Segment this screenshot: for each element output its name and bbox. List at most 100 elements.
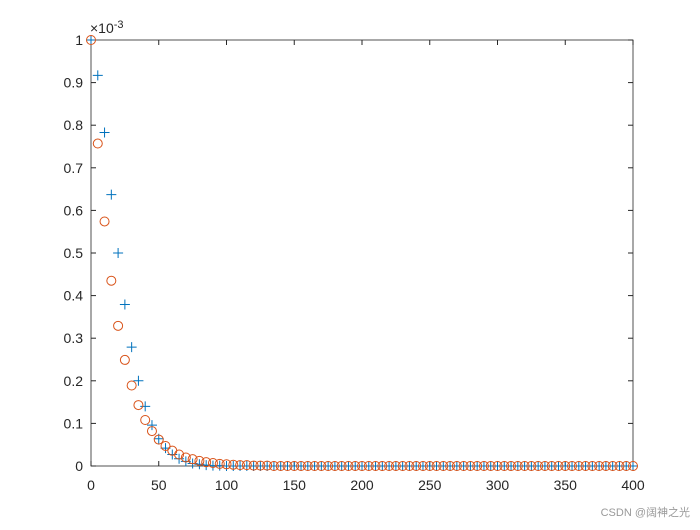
y-tick-label: 0.9 (64, 75, 84, 91)
circle-marker (621, 461, 632, 471)
y-tick-label: 1 (75, 32, 83, 48)
circle-marker (519, 461, 530, 471)
plus-marker (628, 461, 638, 471)
circle-marker (384, 461, 395, 471)
y-tick-label: 0 (75, 458, 83, 474)
circle-marker (302, 461, 313, 471)
plus-marker (113, 248, 124, 258)
y-tick-label: 0.7 (64, 160, 84, 176)
circle-marker (214, 458, 225, 469)
circle-marker (187, 454, 198, 465)
circle-marker (357, 461, 367, 471)
circle-marker (458, 461, 469, 471)
circle-marker (424, 461, 435, 471)
circle-marker (221, 459, 232, 470)
circle-marker (343, 461, 354, 471)
circle-marker (235, 460, 246, 471)
circle-marker (390, 461, 401, 471)
y-tick-label: 0.5 (64, 245, 84, 261)
circle-marker (275, 461, 286, 471)
circle-marker (411, 461, 422, 471)
circle-marker (560, 461, 571, 471)
circle-marker (268, 461, 279, 471)
plus-marker (92, 70, 103, 81)
circle-marker (485, 461, 496, 471)
circle-marker (573, 461, 584, 471)
plus-marker (86, 35, 96, 45)
circle-marker (438, 461, 449, 471)
x-tick-label: 250 (418, 477, 442, 493)
circle-marker (553, 461, 564, 471)
plus-marker (126, 342, 137, 353)
circle-marker (316, 461, 327, 471)
circle-marker (99, 216, 110, 227)
circle-marker (539, 461, 550, 471)
x-tick-label: 200 (350, 477, 374, 493)
circle-marker (106, 275, 117, 286)
circle-marker (526, 461, 537, 471)
circle-marker (370, 461, 381, 471)
watermark: CSDN @阔神之光 (601, 505, 690, 519)
circle-marker (600, 461, 611, 471)
circle-marker (140, 414, 151, 425)
circle-marker (296, 461, 307, 471)
x-tick-label: 150 (283, 477, 307, 493)
plus-marker (133, 375, 144, 386)
circle-marker (587, 461, 598, 471)
circle-marker (499, 461, 510, 471)
circle-marker (174, 449, 185, 460)
circle-marker (533, 461, 544, 471)
circle-marker (160, 440, 171, 451)
circle-marker (492, 461, 503, 471)
axes-box (90, 39, 634, 467)
circle-marker (506, 461, 517, 471)
circle-marker (255, 460, 266, 471)
circle-marker (201, 457, 212, 468)
circle-marker (282, 461, 293, 471)
circle-marker (228, 459, 239, 470)
plus-marker (167, 449, 178, 460)
circle-marker (607, 461, 618, 471)
circle-marker (248, 460, 259, 471)
circle-marker (126, 380, 137, 391)
plus-marker (106, 189, 117, 200)
circle-marker (567, 461, 578, 471)
circle-marker (377, 461, 388, 471)
circle-marker (512, 461, 523, 471)
circle-marker (113, 320, 124, 331)
y-exponent: -3 (114, 19, 124, 31)
circle-marker (404, 461, 415, 471)
circle-marker (363, 461, 374, 471)
plus-marker (99, 127, 110, 138)
y-multiplier-base: ×10 (90, 20, 114, 36)
circle-marker (594, 461, 605, 471)
circle-marker (309, 461, 320, 471)
plus-marker (180, 456, 191, 467)
x-tick-label: 400 (621, 477, 645, 493)
circle-marker (580, 461, 591, 471)
plus-marker (119, 299, 130, 310)
y-tick-label: 0.6 (64, 202, 84, 218)
x-tick-label: 50 (151, 477, 167, 493)
circle-marker (451, 461, 462, 471)
circle-marker (465, 461, 476, 471)
y-tick-label: 0.8 (64, 117, 84, 133)
circle-marker (146, 426, 157, 437)
circle-marker (119, 354, 130, 365)
circle-marker (546, 461, 557, 471)
circle-marker (86, 35, 96, 45)
circle-marker (614, 461, 625, 471)
circle-marker (336, 461, 347, 471)
x-tick-label: 100 (215, 477, 239, 493)
plus-marker (146, 420, 157, 431)
circle-marker (431, 461, 442, 471)
circle-marker (628, 461, 638, 471)
circle-marker (180, 452, 191, 463)
circle-marker (323, 461, 334, 471)
circle-marker (417, 461, 428, 471)
plus-marker (140, 401, 151, 412)
circle-marker (445, 461, 456, 471)
circle-marker (194, 455, 205, 466)
circle-marker (350, 461, 361, 471)
circle-marker (397, 461, 408, 471)
